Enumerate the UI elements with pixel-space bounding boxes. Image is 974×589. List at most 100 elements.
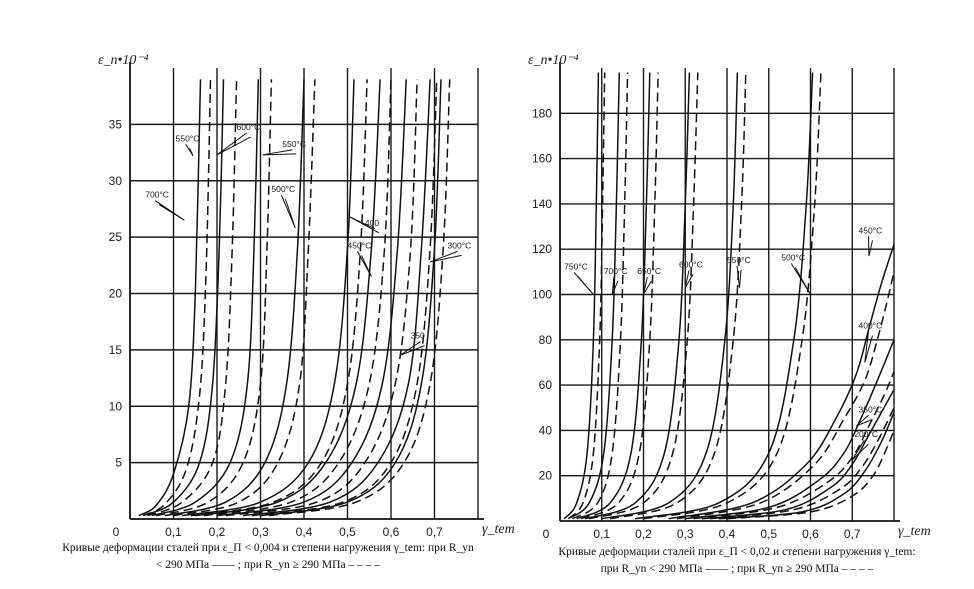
right-curve-label: 350°C bbox=[859, 404, 883, 414]
left-y-tick-label: 25 bbox=[109, 230, 123, 244]
left-curve-dashed bbox=[251, 79, 438, 517]
left-curve-label: 550°C bbox=[176, 133, 200, 143]
right-curve-solid bbox=[685, 339, 895, 520]
right-curve-dashed bbox=[676, 271, 895, 520]
left-curve-label-leader bbox=[349, 216, 380, 234]
left-curve-dashed bbox=[190, 79, 368, 517]
right-y-tick-label: 60 bbox=[539, 378, 553, 392]
left-y-tick-label: 15 bbox=[109, 343, 123, 357]
left-x-axis-label: γ_tem bbox=[482, 522, 515, 537]
right-curve-label: 200°C bbox=[854, 429, 878, 439]
left-curve-label-leader bbox=[429, 250, 462, 263]
deformation-chart-right: 0 0,1 0,2 0,3 0,4 0,5 0,6 0,7 20 40 60 80 100 120 140 1… bbox=[528, 53, 931, 541]
right-curve-label-leader bbox=[868, 236, 874, 257]
right-curve-dashed bbox=[572, 72, 629, 520]
right-curve-solid bbox=[563, 72, 600, 520]
left-curve-label: 500°C bbox=[271, 184, 295, 194]
left-curve-solid bbox=[142, 79, 225, 517]
caption-right-line1: Кривые деформации сталей при ε_П < 0,02 … bbox=[517, 545, 957, 560]
left-curve-label: 550°C bbox=[282, 139, 306, 149]
left-curve-solid bbox=[164, 79, 305, 517]
left-curve-label: 450°C bbox=[348, 240, 372, 250]
left-x-tick-label: 0,4 bbox=[296, 525, 313, 539]
right-x-tick-label: 0,5 bbox=[760, 527, 777, 541]
left-curve-label-leader bbox=[216, 132, 251, 156]
right-x-tick-label: 0,7 bbox=[844, 527, 861, 541]
right-y-tick-label: 20 bbox=[539, 469, 553, 483]
right-curve-label-leader bbox=[790, 263, 811, 295]
right-curve-dashed bbox=[643, 72, 822, 520]
right-curve-solid bbox=[576, 72, 651, 520]
left-x-tick-label: 0,3 bbox=[252, 525, 269, 539]
right-curve-label: 750°C bbox=[564, 262, 588, 272]
right-x-tick-label: 0,2 bbox=[635, 527, 652, 541]
right-curve-label: 450°C bbox=[859, 225, 883, 235]
left-curve-dashed bbox=[203, 79, 392, 517]
left-curve-label-leader bbox=[357, 251, 372, 277]
right-curve-label-leader bbox=[611, 277, 619, 295]
left-y-tick-label: 35 bbox=[109, 117, 123, 131]
left-curve-solid bbox=[216, 79, 407, 517]
left-curve-label-leader bbox=[154, 200, 185, 221]
left-curve-dashed bbox=[147, 79, 238, 517]
left-y-axis-label: ε_п•10⁻⁴ bbox=[98, 53, 149, 68]
right-curve-label-leader bbox=[851, 439, 869, 461]
left-curve-label-leader bbox=[262, 149, 297, 156]
right-curve-dashed bbox=[567, 72, 606, 520]
caption-left-line2: < 290 МПа —— ; при R_yn ≥ 290 МПа – – – … bbox=[48, 558, 488, 573]
right-curve-solid bbox=[567, 72, 621, 520]
caption-left-line1: Кривые деформации сталей при ε_П < 0,004… bbox=[48, 541, 488, 556]
left-curve-solid bbox=[182, 79, 355, 517]
right-curve-label-leader bbox=[573, 272, 594, 295]
right-curve-solid bbox=[601, 72, 739, 520]
right-curve-label: 650°C bbox=[637, 266, 661, 276]
left-curve-solid bbox=[151, 79, 260, 517]
caption-left-text2: < 290 МПа —— ; при R_yn ≥ 290 МПа – – – … bbox=[155, 559, 381, 571]
left-curve-dashed bbox=[142, 79, 212, 517]
right-x-tick-label: 0,6 bbox=[802, 527, 819, 541]
right-y-tick-label: 140 bbox=[532, 197, 552, 211]
right-curve-dashed bbox=[710, 407, 895, 520]
left-x-tick-label: 0,1 bbox=[165, 525, 182, 539]
right-y-tick-label: 100 bbox=[532, 288, 552, 302]
right-y-tick-label: 120 bbox=[532, 242, 552, 256]
right-curve-solid bbox=[634, 72, 814, 520]
left-y-tick-label: 5 bbox=[115, 456, 122, 470]
right-curve-dashed bbox=[726, 430, 895, 520]
left-curve-label: 350 bbox=[411, 331, 425, 341]
right-curve-dashed bbox=[609, 72, 747, 520]
left-curve-dashed bbox=[155, 79, 273, 517]
left-curve-dashed bbox=[225, 79, 418, 517]
right-curve-dashed bbox=[588, 72, 699, 520]
deformation-chart-left: 0 0,1 0,2 0,3 0,4 0,5 0,6 0,7 5 10 15 20 25 30 35 ε_п•1… bbox=[98, 53, 515, 539]
right-curve-label: 700°C bbox=[604, 266, 628, 276]
left-curve-label-leader bbox=[280, 194, 296, 229]
caption-right-text1: Кривые деформации сталей при ε_П < 0,02 … bbox=[558, 546, 916, 558]
left-curve-solid bbox=[242, 79, 431, 517]
right-curve-label-leader bbox=[643, 277, 652, 295]
left-curve-dashed bbox=[173, 79, 316, 517]
right-y-axis-label: ε_п•10⁻⁴ bbox=[528, 53, 579, 68]
left-y-tick-label: 10 bbox=[109, 399, 123, 413]
left-curve-solid bbox=[260, 79, 442, 517]
right-curve-dashed bbox=[693, 371, 895, 520]
right-curve-label: 500°C bbox=[781, 253, 805, 263]
left-x-tick-label: 0,2 bbox=[209, 525, 226, 539]
right-y-tick-label: 180 bbox=[532, 106, 552, 120]
right-curve-solid bbox=[701, 389, 895, 520]
right-curve-solid bbox=[668, 244, 895, 520]
left-x-tick-label: 0,6 bbox=[383, 525, 400, 539]
left-y-tick-label: 20 bbox=[109, 287, 123, 301]
chart-panel-right: 0 0,1 0,2 0,3 0,4 0,5 0,6 0,7 20 40 60 80 100 120 140 1… bbox=[487, 0, 974, 589]
right-curve-label-leader bbox=[856, 414, 873, 427]
right-curve-dashed bbox=[580, 72, 659, 520]
left-x-tick-label: 0,5 bbox=[339, 525, 356, 539]
right-curve-label-leader bbox=[864, 331, 873, 363]
right-x-tick-label: 0,1 bbox=[593, 527, 610, 541]
left-y-tick-label: 30 bbox=[109, 174, 123, 188]
right-curve-label: 550°C bbox=[727, 255, 751, 265]
chart-panel-left: 0 0,1 0,2 0,3 0,4 0,5 0,6 0,7 5 10 15 20 25 30 35 ε_п•1… bbox=[48, 53, 515, 573]
left-curve-label-leader bbox=[185, 144, 194, 157]
right-y-tick-label: 40 bbox=[539, 423, 553, 437]
right-curve-label: 600°C bbox=[679, 259, 703, 269]
